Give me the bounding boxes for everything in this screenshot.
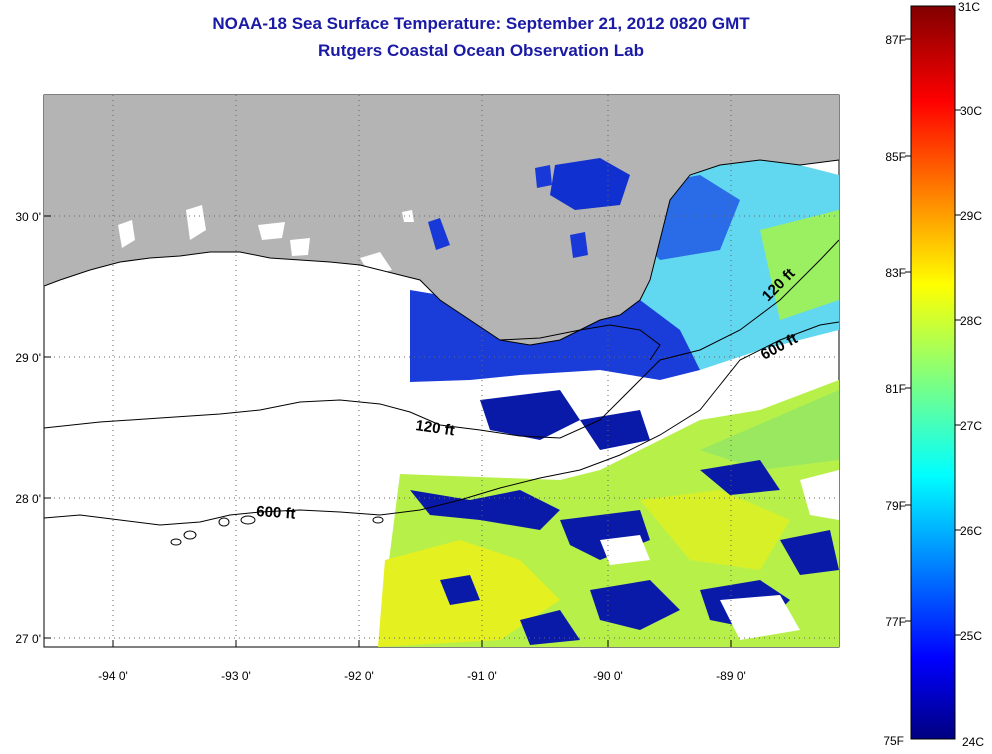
contour-label-120-west: 120 ft	[414, 417, 455, 439]
islands	[170, 515, 384, 546]
celsius-label: 25C	[960, 629, 982, 643]
sst-cloud-gaps	[600, 470, 839, 640]
sst-green-patch	[700, 390, 839, 470]
fahrenheit-label: 81F	[885, 382, 906, 396]
fahrenheit-label: 83F	[885, 266, 906, 280]
lakes	[118, 205, 414, 275]
fahrenheit-label: 79F	[885, 499, 906, 513]
lat-label: 28 0'	[15, 492, 41, 506]
fahrenheit-label: 87F	[885, 33, 906, 47]
lake-maurepas-sst	[535, 165, 552, 188]
sst-warm-patch-east	[640, 490, 790, 570]
fahrenheit-label: 75F	[883, 734, 904, 748]
celsius-label: 31C	[958, 0, 980, 14]
bathymetry-contours	[44, 239, 839, 526]
contour-600ft	[44, 321, 839, 526]
colorbar-ticks	[905, 38, 961, 636]
lon-label: -91 0'	[467, 669, 497, 683]
contour-120ft	[44, 239, 839, 439]
axis-ticks	[44, 215, 732, 647]
lat-label: 27 0'	[15, 632, 41, 646]
celsius-label: 26C	[960, 524, 982, 538]
lon-label: -89 0'	[716, 669, 746, 683]
lat-label: 29 0'	[15, 351, 41, 365]
colorbar	[910, 5, 956, 740]
inland-water-sst-2	[570, 232, 588, 258]
fahrenheit-label: 77F	[885, 615, 906, 629]
inland-water-sst	[428, 218, 450, 250]
lon-label: -94 0'	[98, 669, 128, 683]
sst-cold-patches	[410, 390, 839, 645]
celsius-label: 24C	[962, 735, 984, 749]
lon-label: -92 0'	[344, 669, 374, 683]
lon-label: -90 0'	[593, 669, 623, 683]
lat-label: 30 0'	[15, 210, 41, 224]
sst-east-warm	[760, 210, 839, 320]
lon-label: -93 0'	[221, 669, 251, 683]
celsius-label: 28C	[960, 314, 982, 328]
celsius-label: 29C	[960, 209, 982, 223]
map-content	[44, 95, 839, 647]
map-title: NOAA-18 Sea Surface Temperature: Septemb…	[212, 14, 750, 33]
contour-label-600-west: 600 ft	[256, 503, 296, 523]
contour-delta	[499, 324, 661, 361]
celsius-label: 30C	[960, 104, 982, 118]
land-mass	[44, 95, 839, 345]
coastline	[44, 159, 839, 346]
celsius-label: 27C	[960, 419, 982, 433]
fahrenheit-label: 85F	[885, 150, 906, 164]
map-subtitle: Rutgers Coastal Ocean Observation Lab	[318, 41, 644, 60]
lat-lon-grid	[44, 95, 839, 647]
lake-pontchartrain-sst	[550, 158, 630, 210]
